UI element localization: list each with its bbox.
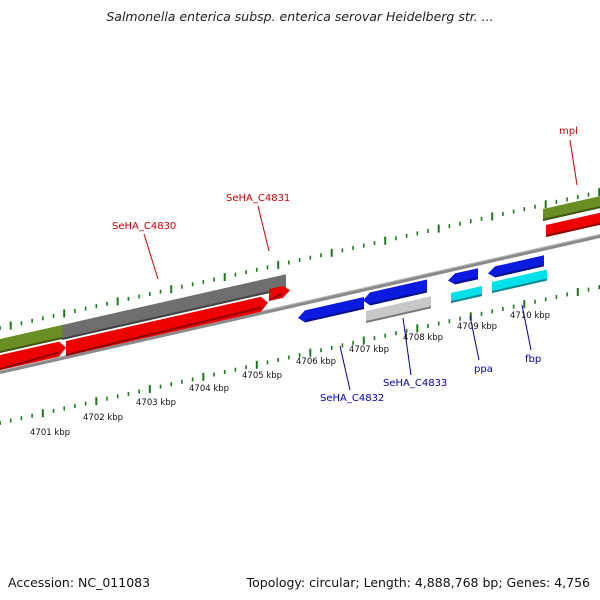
callout-ppa [469,315,480,361]
callout-SeHA_C4833 [402,317,412,376]
tick-label-4708: 4708 kbp [403,333,443,343]
tick-label-4705: 4705 kbp [242,371,282,381]
topology-stats-text: Topology: circular; Length: 4,888,768 bp… [246,575,590,590]
cds-blue-fbp-shade [495,264,544,278]
feature-track [0,196,600,370]
cds-olive-mpl [543,196,600,221]
cds-red-small-shade [269,292,283,301]
callout-SeHA_C4832 [339,345,351,391]
cds-red-left-shade [0,351,59,370]
cds-lightgray-SeHA_C4833-shade [366,306,431,323]
cds-red-mpl-shade [546,222,600,237]
callout-mpl [569,139,578,186]
gene-label-SeHA_C4830: SeHA_C4830 [112,221,176,232]
callout-SeHA_C4831 [257,205,270,252]
cds-red-mpl [546,212,600,237]
gene-label-SeHA_C4833: SeHA_C4833 [383,378,447,389]
cds-red-left [0,341,66,370]
tick-label-4709: 4709 kbp [457,322,497,332]
cds-gray-SeHA_C4831-shade [62,287,286,340]
tick-label-4704: 4704 kbp [189,384,229,394]
tick-label-4701: 4701 kbp [30,428,70,438]
tick-label-4707: 4707 kbp [349,345,389,355]
accession-text: Accession: NC_011083 [8,575,151,590]
callout-fbp [521,304,532,351]
cds-lightgray-SeHA_C4833 [366,296,431,323]
cds-blue-SeHA_C4833 [363,279,427,306]
cds-blue-ppa-shade [455,277,478,285]
label-callouts [143,139,578,391]
cds-olive-left [0,324,62,353]
cds-blue-SeHA_C4832 [298,297,364,323]
tick-label-4702: 4702 kbp [83,413,123,423]
cds-cyan-ppa [451,285,482,303]
map-title: Salmonella enterica subsp. enterica sero… [106,9,494,24]
tick-label-4703: 4703 kbp [136,398,176,408]
outer-tick-track [0,188,600,330]
cds-red-SeHA_C4830-shade [66,306,261,356]
gene-label-ppa: ppa [474,364,493,375]
cds-cyan-fbp [492,269,547,293]
cds-olive-mpl-shade [543,206,600,221]
cds-blue-SeHA_C4832-shade [305,307,364,323]
gene-label-SeHA_C4831: SeHA_C4831 [226,193,290,204]
cds-cyan-ppa-shade [451,293,482,303]
tick-label-4706: 4706 kbp [296,357,336,367]
cds-blue-fbp [488,255,544,278]
gene-label-mpl: mpl [559,126,578,137]
gene-label-SeHA_C4832: SeHA_C4832 [320,393,384,404]
callout-SeHA_C4830 [143,233,159,280]
cds-olive-left-shade [0,336,62,353]
cds-gray-SeHA_C4831 [62,274,286,340]
tick-label-4710: 4710 kbp [510,311,550,321]
cds-red-SeHA_C4830 [66,296,268,356]
inner-tick-track [0,285,600,425]
cds-cyan-fbp-shade [492,278,547,293]
gene-label-fbp: fbp [525,354,541,365]
cds-blue-SeHA_C4833-shade [370,290,427,306]
backbone-line [0,234,600,374]
